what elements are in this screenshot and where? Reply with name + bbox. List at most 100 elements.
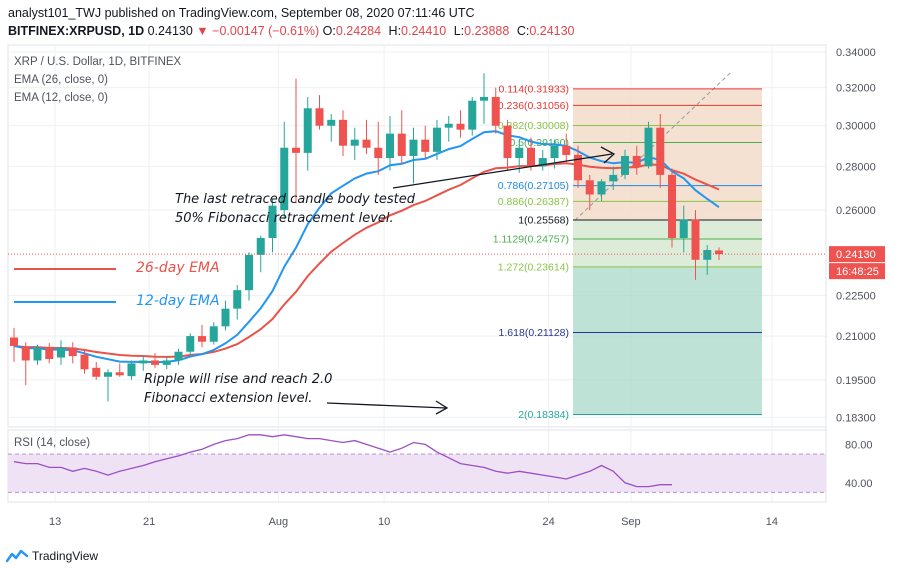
fib-level-label: 0.786(0.27105) <box>498 180 569 192</box>
candle <box>315 95 324 130</box>
candle <box>280 121 289 220</box>
candle <box>409 127 418 184</box>
ema26-indicator-label[interactable]: EMA (26, close, 0) <box>14 74 108 86</box>
symbol-line: BITFINEX:XRPUSD, 1D 0.24130 ▼ −0.00147 (… <box>8 24 579 38</box>
candle <box>174 348 183 365</box>
candle <box>245 252 253 301</box>
candle-body <box>21 346 30 361</box>
legend-ema26-label: 26-day EMA <box>136 260 220 276</box>
candle <box>57 340 65 365</box>
date-axis-label: 21 <box>143 516 155 528</box>
candle-body <box>268 205 277 238</box>
fibonacci-extension: 0.114(0.31933) 0.236(0.31056) 0.382(0.3000… <box>493 70 762 421</box>
open-label: O: <box>322 24 336 38</box>
price-axis-label: 0.28000 <box>836 161 876 173</box>
date-axis-label: 24 <box>543 516 555 528</box>
candle-body <box>33 347 42 361</box>
rise-arrow-line <box>326 402 447 409</box>
low-value: 0.23888 <box>464 24 510 38</box>
candle-body <box>209 326 218 342</box>
fib-level-label: 0.382(0.30008) <box>498 120 569 132</box>
candle-body <box>597 181 606 195</box>
candle-body <box>139 360 148 364</box>
last-price: 0.24130 <box>147 24 193 38</box>
candle <box>597 179 606 202</box>
price-axis-label: 0.32000 <box>836 83 876 95</box>
candle <box>268 198 277 253</box>
tradingview-brand: TradingView <box>32 549 99 563</box>
date-axis-label: 13 <box>49 516 61 528</box>
candle-body <box>186 336 195 352</box>
ema12-indicator-label[interactable]: EMA (12, close, 0) <box>14 92 108 104</box>
candle <box>491 87 500 134</box>
candle-body <box>10 337 18 346</box>
price-axis-label: 0.26000 <box>836 205 876 217</box>
date-axis-label: Sep <box>621 516 641 528</box>
candle <box>221 300 230 331</box>
candle-body <box>421 139 430 152</box>
candle-body <box>632 155 641 167</box>
candle <box>80 348 89 374</box>
candle-body <box>174 351 183 361</box>
candle-body <box>362 139 371 148</box>
candle <box>644 121 653 169</box>
candle-body <box>162 360 171 365</box>
countdown-label: 16:48:25 <box>836 266 879 278</box>
candle-body <box>303 108 312 153</box>
candle-body <box>433 127 441 152</box>
candle-body <box>668 174 676 238</box>
date-axis-label: 10 <box>378 516 390 528</box>
rsi-axis-label: 80.00 <box>845 439 873 451</box>
candle <box>339 110 347 156</box>
annotation-rise-line1: Ripple will rise and reach 2.0 <box>144 372 332 387</box>
candle <box>21 342 30 386</box>
last-price-tag <box>829 246 885 263</box>
price-axis-label: 0.22500 <box>836 290 876 302</box>
price-axis-label: 0.18300 <box>836 412 876 424</box>
change-down-icon: ▼ <box>196 24 209 38</box>
price-axis-label: 0.34000 <box>836 47 876 59</box>
low-label: L: <box>453 24 465 38</box>
candle-body <box>327 119 336 126</box>
candle-body <box>350 139 359 146</box>
candle-body <box>280 147 289 211</box>
fib-level-label: 0.886(0.26387) <box>498 196 569 208</box>
candle-body <box>397 133 406 156</box>
rsi-axis-label: 40.00 <box>845 478 873 490</box>
candle <box>527 137 535 171</box>
candle <box>574 145 582 188</box>
candle <box>703 245 712 275</box>
high-label: H: <box>388 24 402 38</box>
countdown-tag <box>829 263 885 280</box>
candle-body <box>92 367 101 377</box>
candle-body <box>57 347 65 358</box>
candle <box>468 96 477 136</box>
candles <box>8 73 826 402</box>
price-axis-label: 0.30000 <box>836 121 876 133</box>
candle-body <box>515 147 524 159</box>
candle <box>33 344 42 365</box>
candle-body <box>104 372 112 377</box>
fib-mid-zone <box>573 220 762 267</box>
candle <box>679 205 688 253</box>
candle <box>127 360 136 380</box>
candle-body <box>233 290 242 309</box>
tradingview-logo[interactable]: TradingView <box>6 549 98 563</box>
rsi-indicator-label[interactable]: RSI (14, close) <box>14 437 91 449</box>
candle <box>292 78 300 204</box>
candle-body <box>374 147 383 159</box>
candle-body <box>456 123 465 130</box>
candle-body <box>256 237 265 255</box>
candle-body <box>127 363 136 377</box>
candle <box>139 356 148 371</box>
candle <box>327 114 336 142</box>
rsi-line <box>13 434 672 488</box>
candle <box>480 73 488 124</box>
candle <box>515 139 524 173</box>
candle-body <box>527 147 535 167</box>
date-axis-label: Aug <box>269 516 289 528</box>
candle-body <box>503 125 512 159</box>
candle <box>444 115 453 142</box>
fib-level-label: 1.618(0.21128) <box>499 327 569 339</box>
candle-body <box>444 123 453 128</box>
